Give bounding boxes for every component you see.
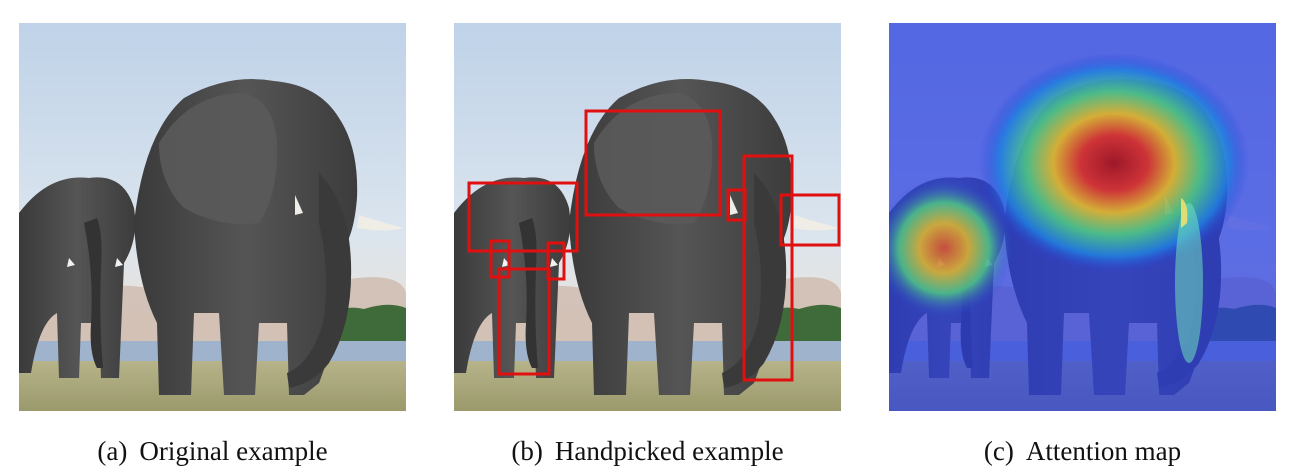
caption-text: Handpicked example	[554, 436, 784, 466]
handpicked-image	[454, 23, 841, 411]
caption-original: (a) Original example	[19, 436, 406, 472]
region-box-big-trunk	[742, 154, 794, 382]
elephant-photo	[19, 23, 406, 411]
region-box-big-tusk-right	[779, 193, 841, 247]
caption-tag: (a)	[97, 436, 128, 466]
region-box-big-ear	[584, 109, 722, 217]
caption-handpicked: (b) Handpicked example	[454, 436, 841, 472]
region-box-small-trunk	[497, 267, 551, 376]
caption-tag: (b)	[511, 436, 543, 466]
caption-text: Original example	[139, 436, 328, 466]
caption-text: Attention map	[1025, 436, 1182, 466]
caption-tag: (c)	[983, 436, 1014, 466]
attention-heatmap	[889, 23, 1276, 411]
region-box-small-eye-right	[546, 241, 566, 281]
caption-attention: (c) Attention map	[889, 436, 1276, 472]
original-image	[19, 23, 406, 411]
elephant-photo-annotated	[454, 23, 841, 411]
region-box-small-head	[467, 181, 579, 253]
attention-map-image	[889, 23, 1276, 411]
